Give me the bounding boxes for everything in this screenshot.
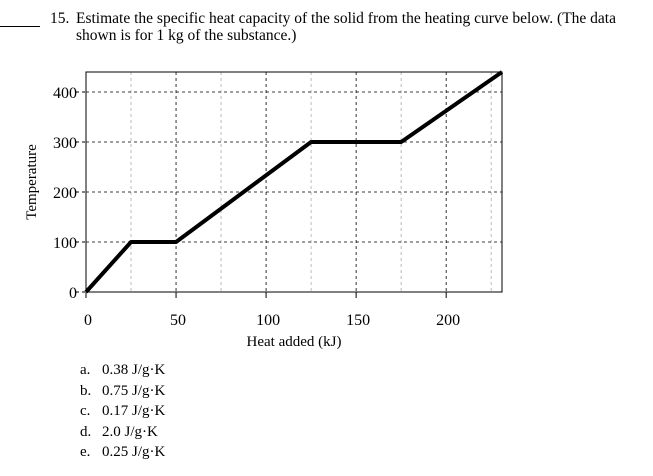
option-letter: a.	[80, 362, 91, 378]
option-d[interactable]: d. 2.0 J/g·K	[80, 422, 165, 443]
x-tick-label: 100	[256, 312, 280, 329]
y-tick-label: 400	[53, 85, 77, 102]
option-text: 0.17 J/g·K	[102, 403, 166, 419]
answer-options: a. 0.38 J/g·K b. 0.75 J/g·K c. 0.17 J/g·K d…	[80, 360, 165, 463]
question-text-1: Estimate the specific heat capacity of t…	[76, 10, 616, 27]
x-tick-label: 0	[84, 312, 92, 329]
y-tick-label: 100	[53, 235, 77, 252]
x-tick-label: 200	[436, 312, 460, 329]
y-tick-label: 0	[69, 285, 77, 302]
option-letter: c.	[80, 403, 91, 419]
option-text: 0.25 J/g·K	[102, 444, 166, 460]
question-text-2: shown is for 1 kg of the substance.)	[76, 27, 297, 44]
x-tick-label: 150	[346, 312, 370, 329]
answer-blank[interactable]	[0, 26, 40, 27]
y-tick-label: 200	[53, 185, 77, 202]
y-tick-label: 300	[53, 135, 77, 152]
x-tick-label: 50	[170, 312, 186, 329]
option-c[interactable]: c. 0.17 J/g·K	[80, 401, 165, 422]
option-letter: d.	[80, 423, 92, 440]
option-b[interactable]: b. 0.75 J/g·K	[80, 381, 165, 402]
plot-frame	[85, 71, 503, 293]
y-axis-label: Temperature	[24, 144, 40, 220]
option-e[interactable]: e. 0.25 J/g·K	[80, 442, 165, 463]
option-text: 2.0 J/g·K	[102, 423, 158, 440]
question-number: 15.	[50, 10, 70, 27]
option-letter: b.	[80, 382, 92, 399]
question: 15. Estimate the specific heat capacity o…	[50, 10, 650, 44]
x-axis-label: Heat added (kJ)	[247, 334, 342, 350]
option-letter: e.	[80, 444, 91, 460]
option-text: 0.38 J/g·K	[102, 362, 166, 378]
option-text: 0.75 J/g·K	[102, 382, 166, 399]
option-a[interactable]: a. 0.38 J/g·K	[80, 360, 165, 381]
heating-curve-line	[84, 70, 504, 294]
